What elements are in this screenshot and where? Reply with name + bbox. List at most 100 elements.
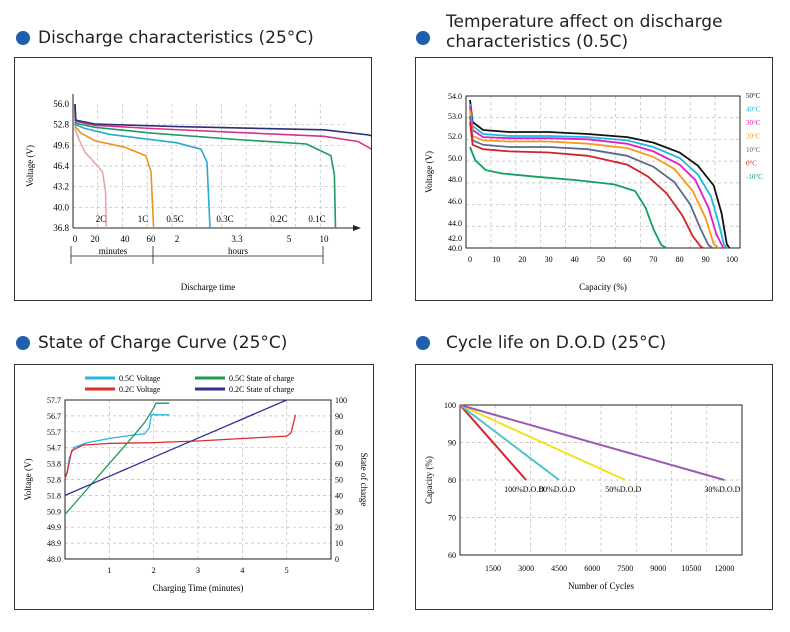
y-right-tick-label: 90 [335, 412, 343, 421]
y-tick-label: 53.0 [448, 112, 462, 121]
legend-entry: 30°C [746, 119, 761, 127]
y-tick-label: 80 [448, 476, 456, 485]
y-tick-label: 42.0 [448, 234, 462, 243]
x-axis-label: Number of Cycles [568, 581, 634, 591]
y-tick-label: 90 [448, 439, 456, 448]
x-tick-label: 6000 [584, 564, 600, 573]
x-unit-label: minutes [99, 246, 128, 256]
y-tick-label: 46.0 [448, 197, 462, 206]
x-tick-label: 1500 [485, 564, 501, 573]
y-tick-label: 70 [448, 514, 456, 523]
x-axis-label: Discharge time [181, 282, 236, 292]
plot-frame [459, 404, 743, 556]
temperature-discharge-chart: 54.0 53.0 52.0 50.0 48.0 46.0 44.0 42.040.0 0 10 2… [424, 92, 763, 292]
x-tick-label: 40 [571, 255, 579, 264]
x-tick-label: 10500 [681, 564, 701, 573]
y-tick-label: 51.8 [47, 491, 61, 500]
series-line [459, 404, 725, 481]
x-tick-label: 7500 [617, 564, 633, 573]
series-line [469, 109, 720, 249]
plot-frame [64, 399, 332, 560]
series-line [74, 104, 211, 229]
y-tick-label: 52.8 [53, 120, 69, 130]
x-tick-label: 3000 [518, 564, 534, 573]
x-tick-label: 50 [597, 255, 605, 264]
x-tick-label: 4500 [551, 564, 567, 573]
y-tick-label: 49.9 [47, 523, 61, 532]
y-tick-label: 48.0 [448, 175, 462, 184]
x-tick-label: 5 [285, 566, 289, 575]
chart-4-box: 100 90 80 70 60 1500 3000 4500 6000 7500 9000 10500… [415, 364, 773, 610]
y-tick-label: 44.0 [448, 219, 462, 228]
y-tick-label: 57.7 [47, 396, 61, 405]
legend-entry: 0°C [746, 160, 757, 168]
panel-bullet-icon [16, 31, 30, 45]
series-line [469, 115, 713, 249]
discharge-characteristics-chart: 56.0 52.8 49.6 46.4 43.2 40.0 36.8 0 20 40 60 2 3.3 5… [25, 94, 401, 292]
y-tick-label: 36.8 [53, 223, 69, 233]
x-tick-label: 30 [545, 255, 553, 264]
x-tick-label: 70 [649, 255, 657, 264]
x-tick-label: 2 [175, 234, 180, 244]
chart-3-title: State of Charge Curve (25°C) [38, 333, 288, 353]
y-right-tick-label: 40 [335, 491, 343, 500]
series-line [469, 99, 731, 249]
legend-entry: 0.2C State of charge [229, 385, 295, 394]
legend-entry: 0.2C Voltage [119, 385, 161, 394]
series-label: 2C [96, 214, 107, 224]
y-right-tick-label: 50 [335, 476, 343, 485]
series-line [459, 404, 626, 481]
x-tick-label: 3 [196, 566, 200, 575]
x-tick-label: 40 [121, 234, 131, 244]
x-tick-label: 12000 [714, 564, 734, 573]
series-label: 0.2C [270, 214, 287, 224]
series-line [469, 103, 729, 249]
x-tick-label: 60 [147, 234, 157, 244]
y-tick-label: 52.0 [448, 132, 462, 141]
y-tick-label: 46.4 [53, 161, 69, 171]
y-right-tick-label: 80 [335, 428, 343, 437]
x-tick-label: 10 [492, 255, 500, 264]
legend-entry: 40°C [746, 106, 761, 114]
y-tick-label: 50.9 [47, 507, 61, 516]
y-tick-label: 40.0 [448, 244, 462, 253]
y-tick-label: 49.6 [53, 140, 69, 150]
series-line [64, 414, 297, 479]
series-label: 0.3C [216, 214, 233, 224]
x-tick-label: 20 [91, 234, 101, 244]
y-right-tick-label: 70 [335, 444, 343, 453]
series-line [459, 404, 527, 481]
series-line [74, 104, 337, 229]
legend-entry: 20°C [746, 133, 761, 141]
x-tick-label: 9000 [650, 564, 666, 573]
y-tick-label: 56.0 [53, 99, 69, 109]
y-tick-label: 56.7 [47, 412, 61, 421]
y-tick-label: 48.9 [47, 539, 61, 548]
y-tick-label: 43.2 [53, 182, 69, 192]
y-axis-label: Voltage (V) [25, 145, 35, 187]
series-label: 80%D.O.D [539, 485, 575, 494]
x-tick-label: 80 [676, 255, 684, 264]
x-tick-label: 100 [726, 255, 738, 264]
x-tick-label: 4 [240, 566, 244, 575]
y-axis-label: Capacity (%) [424, 456, 434, 504]
y-tick-label: 100 [444, 401, 456, 410]
series-label: 0.5C [166, 214, 183, 224]
state-of-charge-chart: 57.7 56.7 55.7 54.7 53.8 52.8 51.8 50.9 49.9 48.9… [23, 374, 369, 593]
panel-bullet-icon [416, 336, 430, 350]
x-tick-label: 60 [623, 255, 631, 264]
x-axis-label: Charging Time (minutes) [153, 583, 244, 593]
panel-bullet-icon [16, 336, 30, 350]
series-line [74, 107, 108, 229]
plot-frame [465, 95, 741, 249]
series-label: 0.1C [308, 214, 325, 224]
y-right-tick-label: 30 [335, 507, 343, 516]
y-axis-label: Voltage (V) [424, 151, 434, 193]
x-tick-label: 0 [468, 255, 472, 264]
series-line [74, 105, 155, 229]
panel-bullet-icon [416, 31, 430, 45]
x-tick-label: 0 [73, 234, 78, 244]
y-tick-label: 60 [448, 551, 456, 560]
y-right-tick-label: 20 [335, 523, 343, 532]
legend-entry: 10°C [746, 146, 761, 154]
